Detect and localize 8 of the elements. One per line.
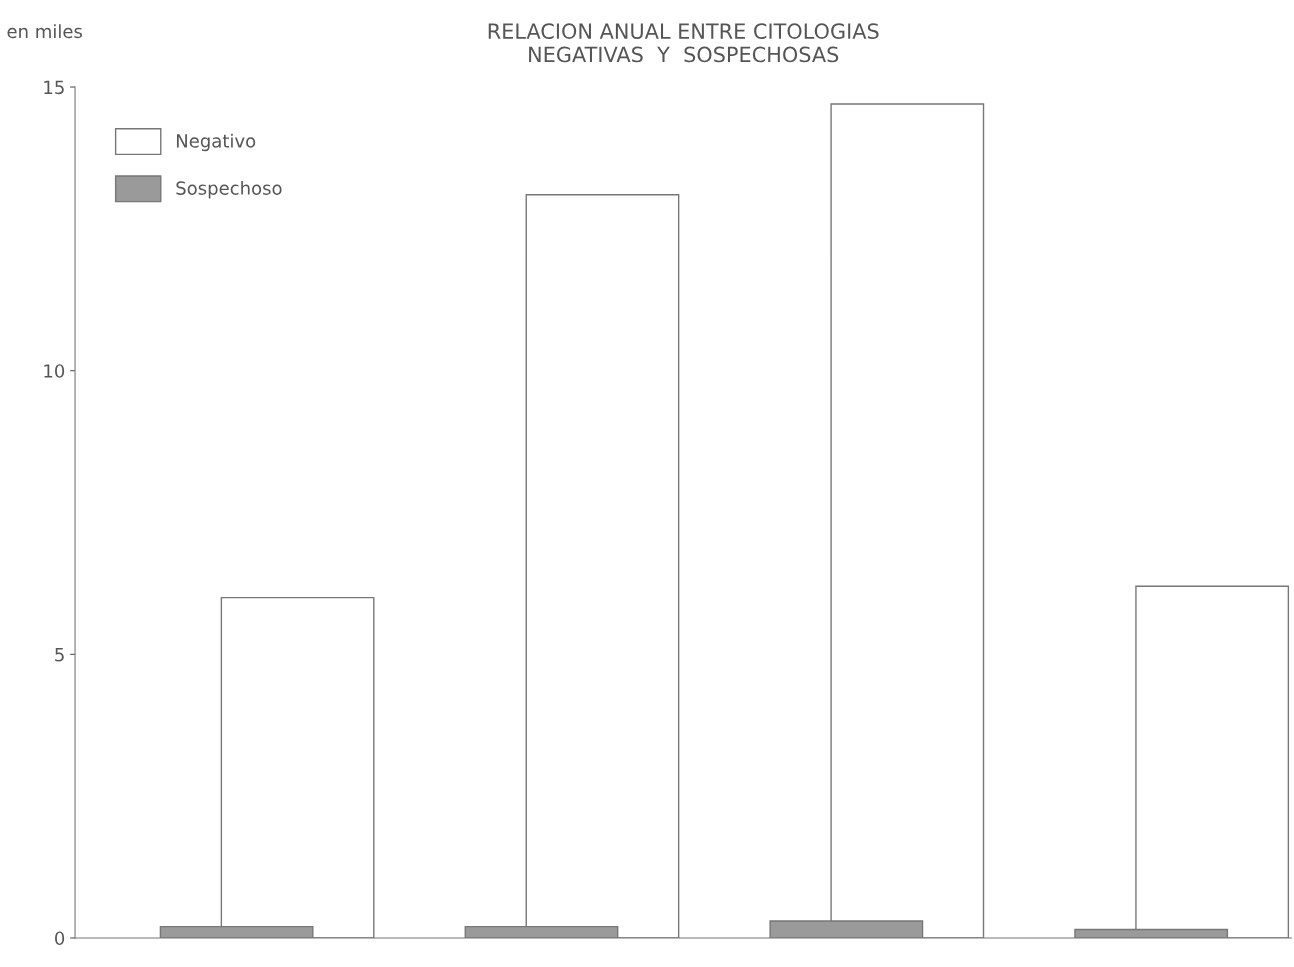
- y-tick-label: 10: [44, 364, 65, 378]
- y-tick-label: 5: [55, 648, 64, 662]
- legend-label: Negativo: [176, 133, 256, 152]
- y-tick-label: 15: [44, 80, 64, 95]
- y-axis-title: en miles: [7, 24, 83, 39]
- legend-label: Sospechoso: [176, 180, 282, 199]
- y-tick-label: 0: [55, 931, 65, 946]
- chart-title: RELACION ANUAL ENTRE CITOLOGIAS NEGATIVAS Y SOSPECHOSAS: [488, 23, 879, 63]
